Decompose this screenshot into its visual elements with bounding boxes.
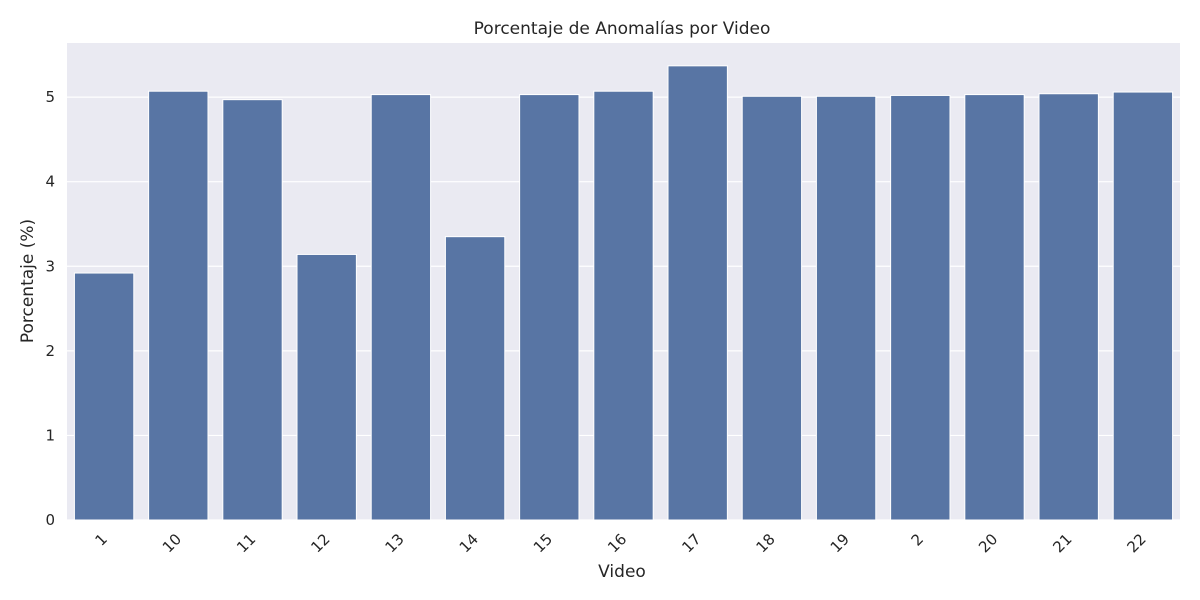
x-tick-label: 10 xyxy=(159,530,185,556)
x-tick-label: 18 xyxy=(752,530,778,556)
x-tick-label: 21 xyxy=(1049,530,1075,556)
bar-video-12 xyxy=(296,253,357,521)
x-tick-label: 2 xyxy=(908,530,927,549)
y-tick-label: 0 xyxy=(45,511,55,529)
bar-video-13 xyxy=(370,94,432,521)
bar-video-11 xyxy=(222,99,283,521)
y-tick-label: 5 xyxy=(45,88,55,106)
x-tick-label: 20 xyxy=(975,530,1001,556)
bar-video-1 xyxy=(73,272,135,521)
x-tick-label: 11 xyxy=(233,530,259,556)
y-tick-label: 3 xyxy=(45,257,55,275)
x-tick-label: 15 xyxy=(530,530,556,556)
bar-video-21 xyxy=(1038,93,1099,521)
y-tick-label: 4 xyxy=(45,173,55,191)
bars xyxy=(73,65,1174,521)
bar-video-10 xyxy=(148,90,209,521)
x-axis-label: Video xyxy=(598,562,646,582)
x-tick-label: 16 xyxy=(604,530,630,556)
x-tick-label: 13 xyxy=(381,530,407,556)
x-tick-labels: 1 10 11 12 13 14 15 16 17 18 19 2 20 21 22 xyxy=(91,530,1149,556)
x-tick-label: 14 xyxy=(456,530,482,556)
y-tick-labels: 0 1 2 3 4 5 xyxy=(45,88,55,529)
y-axis-label: Porcentaje (%) xyxy=(18,219,38,343)
y-tick-label: 1 xyxy=(45,426,55,444)
chart-title: Porcentaje de Anomalías por Video xyxy=(474,19,771,39)
x-tick-label: 17 xyxy=(678,530,704,556)
bar-video-15 xyxy=(519,94,580,521)
x-tick-label: 19 xyxy=(827,530,853,556)
bar-video-18 xyxy=(741,95,803,521)
bar-video-2 xyxy=(890,94,951,521)
y-tick-label: 2 xyxy=(45,342,55,360)
bar-video-14 xyxy=(444,236,506,521)
bar-video-20 xyxy=(964,94,1025,521)
x-tick-label: 12 xyxy=(307,530,333,556)
bar-video-17 xyxy=(667,65,728,521)
bar-video-19 xyxy=(815,95,877,521)
x-tick-label: 22 xyxy=(1123,530,1149,556)
x-tick-label: 1 xyxy=(91,530,110,549)
bar-video-16 xyxy=(593,90,654,521)
bar-video-22 xyxy=(1112,91,1174,521)
